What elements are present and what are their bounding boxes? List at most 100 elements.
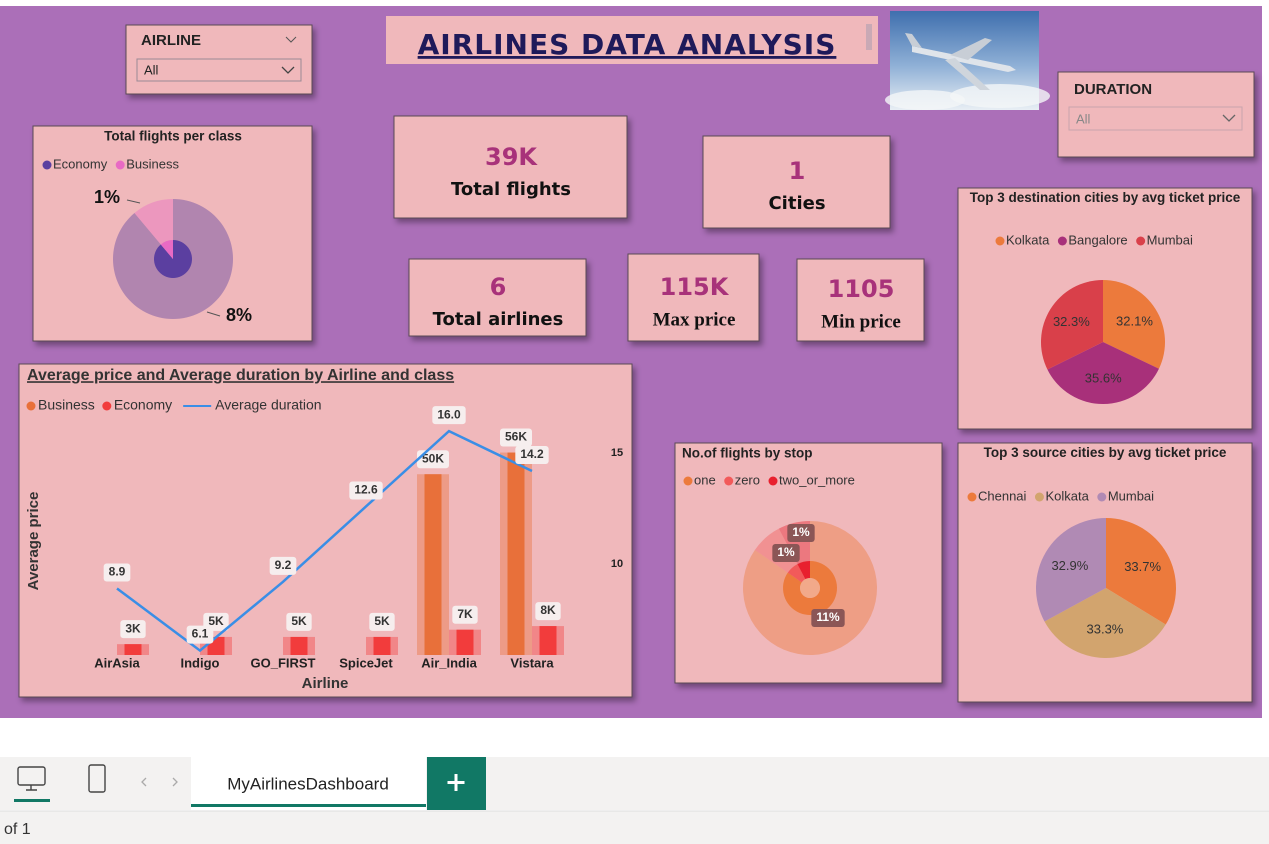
data-label: 14.2 (520, 447, 544, 461)
pie-slice (1036, 518, 1106, 622)
data-label-box (787, 524, 815, 542)
x-tick-label: Air_India (421, 655, 477, 670)
bar (290, 636, 308, 655)
chart-title: Total flights per class (104, 129, 242, 144)
card-label: Min price (821, 311, 901, 332)
data-label-box (535, 602, 561, 621)
slicer-dropdown[interactable] (136, 58, 302, 82)
data-label: 33.3% (1087, 621, 1124, 636)
card (393, 115, 628, 219)
slicer-value: All (144, 62, 159, 77)
data-label: 1% (792, 525, 810, 539)
card-label: Total flights (451, 179, 571, 200)
card-value: 6 (490, 273, 507, 301)
chart-title: Top 3 destination cities by avg ticket p… (969, 190, 1241, 205)
legend-label: Kolkata (1045, 488, 1089, 503)
desktop-view-button[interactable] (14, 766, 50, 802)
x-tick-label: GO_FIRST (250, 655, 315, 670)
card-value: 1105 (828, 275, 895, 303)
data-label: 12.6 (354, 483, 378, 497)
pie-core-slice (782, 561, 837, 616)
legend-label: Economy (114, 397, 172, 413)
legend-label: Mumbai (1108, 488, 1154, 503)
page-tab[interactable] (191, 757, 426, 810)
add-icon (447, 774, 465, 791)
data-label-box (269, 556, 297, 575)
data-label: 5K (208, 614, 224, 628)
data-label-box (349, 481, 383, 500)
data-label: 35.6% (1085, 371, 1122, 386)
page-status: of 1 (4, 821, 31, 838)
slicer-dropdown[interactable] (1068, 106, 1243, 131)
status-bar (0, 811, 1269, 844)
legend-label: two_or_more (779, 472, 855, 487)
chart-title: No.of flights by stop (682, 446, 813, 461)
bar (424, 474, 442, 655)
legend-label: Business (126, 156, 179, 171)
x-axis-title: Airline (302, 675, 349, 692)
data-label: 16.0 (437, 407, 461, 421)
slicer-chevron (285, 36, 297, 43)
pie-core-slice (787, 564, 806, 583)
page-title: AIRLINES DATA ANALYSIS (418, 28, 837, 61)
data-label-box (120, 620, 146, 639)
leader-line (206, 311, 221, 317)
data-label: 32.3% (1053, 314, 1090, 329)
bar (507, 452, 525, 655)
title-box (386, 16, 878, 64)
line (116, 429, 533, 653)
data-label-box (103, 563, 131, 582)
data-label: 56K (505, 430, 527, 444)
data-label: 5K (374, 614, 390, 628)
legend-label: Bangalore (1068, 232, 1127, 247)
legend-label: one (694, 472, 716, 487)
card (627, 253, 760, 342)
pie-slice (1044, 588, 1166, 658)
dropdown-chevron (1222, 114, 1236, 122)
x-tick-label: Vistara (510, 655, 554, 670)
mobile-view-button[interactable] (88, 764, 106, 793)
legend-label: Chennai (978, 488, 1027, 503)
data-label: 33.7% (1124, 559, 1161, 574)
legend-marker (995, 236, 1005, 246)
data-label: 3K (125, 621, 141, 635)
card-value: 115K (660, 273, 730, 301)
legend-marker (115, 160, 125, 170)
dropdown-chevron (281, 66, 295, 74)
chart-panel (32, 125, 313, 342)
legend-label: zero (735, 472, 760, 487)
data-label-box (499, 428, 533, 447)
card (702, 135, 891, 229)
data-label: 5K (291, 614, 307, 628)
card (408, 258, 587, 337)
data-label-box (369, 612, 395, 631)
y2-tick-label: 10 (611, 558, 623, 570)
data-label-box (811, 609, 845, 627)
data-label: 9.2 (275, 558, 292, 572)
legend-marker (102, 401, 112, 411)
pie-slice (1040, 280, 1103, 370)
title-scroll (866, 24, 872, 50)
legend-label: Economy (53, 156, 108, 171)
card-label: Max price (653, 309, 736, 330)
data-label: 7K (457, 607, 473, 621)
data-label: 1% (777, 545, 795, 559)
data-label: 1% (94, 187, 120, 207)
data-label-box (772, 544, 800, 562)
card-value: 1 (789, 157, 806, 185)
slicer-label: AIRLINE (141, 32, 201, 49)
y2-tick-label: 15 (611, 447, 623, 459)
legend-marker (42, 160, 52, 170)
pie-slice (1103, 280, 1165, 369)
slicer-label: DURATION (1074, 81, 1152, 98)
page-arrows[interactable] (141, 777, 178, 787)
data-label-box (432, 406, 466, 425)
plane-image (885, 11, 1050, 110)
tab-bar (0, 757, 1269, 810)
leader-line (126, 199, 141, 204)
bar (373, 636, 391, 655)
chart-title-box: Top 3 source cities by avg ticket price (984, 445, 1227, 460)
data-label: 8K (540, 603, 556, 617)
card (796, 258, 925, 342)
